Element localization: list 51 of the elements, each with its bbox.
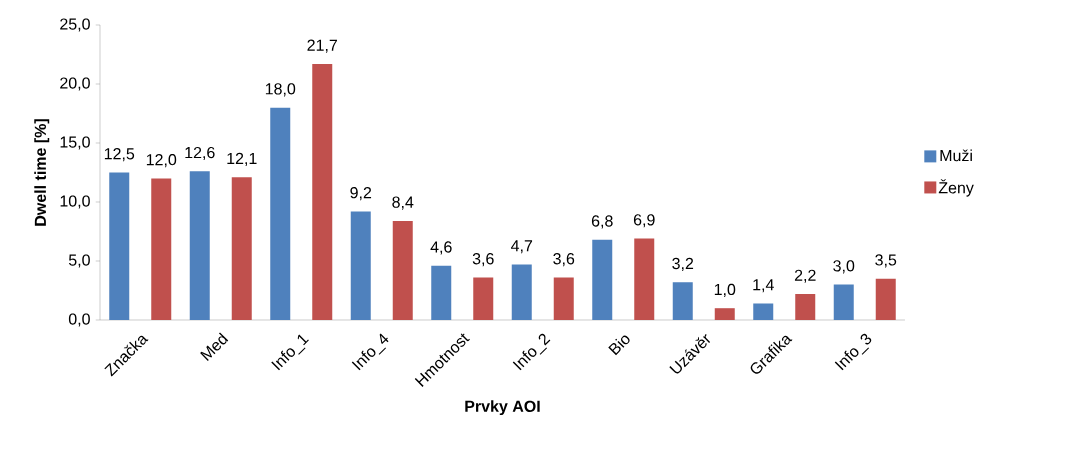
data-label: 6,9: [633, 214, 655, 228]
bar: [592, 239, 613, 320]
bar: [511, 264, 532, 320]
data-label: 6,8: [591, 215, 613, 229]
data-label: 21,7: [307, 39, 338, 53]
y-tick-label: 0,0: [68, 313, 90, 327]
bar: [350, 211, 371, 320]
data-label: 12,0: [146, 153, 177, 168]
bar: [312, 63, 333, 320]
data-label: 12,1: [227, 152, 257, 167]
data-label: 3,6: [472, 253, 494, 267]
y-tick-label: 25,0: [60, 18, 90, 32]
bar: [875, 278, 896, 320]
data-label: 3,6: [553, 253, 575, 267]
x-axis-title: Prvky AOI: [465, 400, 540, 416]
data-label: 3,5: [875, 254, 897, 268]
y-tick-label: 15,0: [60, 136, 90, 150]
bar: [473, 277, 494, 320]
data-label: 4,7: [510, 240, 533, 254]
bar: [151, 178, 172, 320]
data-label: 2,2: [794, 269, 816, 283]
bar: [714, 308, 735, 320]
bar: [392, 220, 413, 320]
data-label: 3,0: [833, 260, 855, 274]
bar: [270, 107, 291, 320]
data-label: 12,6: [185, 146, 215, 161]
y-tick-label: 20,0: [60, 77, 90, 91]
data-label: 3,2: [672, 257, 694, 272]
data-label: 18,0: [265, 83, 296, 97]
y-tick-label: 10,0: [60, 195, 90, 209]
bar: [553, 277, 574, 320]
legend-label: Ženy: [938, 179, 974, 197]
bar: [833, 284, 854, 320]
bar: [231, 177, 252, 320]
y-axis-title: Dwell time [%]: [34, 119, 50, 226]
data-label: 1,4: [753, 279, 774, 293]
data-label: 8,4: [392, 196, 414, 210]
data-label: 12,5: [104, 148, 135, 162]
bar: [431, 265, 452, 320]
bar: [109, 172, 130, 320]
data-label: 4,6: [430, 241, 452, 255]
data-label: 1,0: [714, 283, 736, 297]
legend-label: Muži: [940, 149, 972, 162]
x-tick-label: Bio: [608, 335, 630, 356]
bar: [795, 294, 816, 320]
data-label: 9,2: [350, 187, 372, 201]
bar: [189, 171, 210, 320]
y-tick-label: 5,0: [68, 254, 90, 268]
bar: [634, 238, 655, 320]
bar: [672, 282, 693, 320]
bar: [753, 303, 774, 320]
